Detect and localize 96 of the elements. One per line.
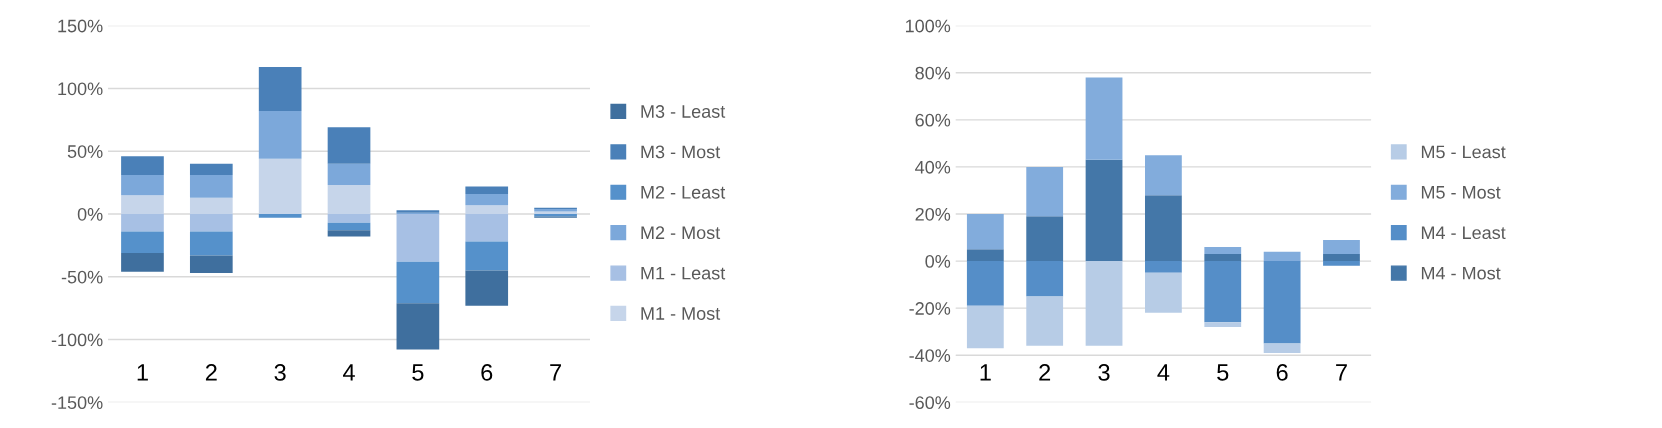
bar [465, 270, 509, 306]
bar [327, 185, 371, 214]
x-tick-label: 3 [1098, 364, 1110, 381]
y-tick-label: 60% [915, 113, 951, 127]
bar [465, 186, 509, 194]
bar [1026, 261, 1064, 297]
bar [1026, 166, 1064, 217]
legend-label: M2 - Least [641, 185, 726, 199]
bar [465, 214, 509, 242]
x-tick-label: 4 [1157, 364, 1170, 381]
bar [1085, 159, 1123, 262]
bar [189, 214, 233, 232]
bar [1263, 251, 1301, 262]
x-tick-label: 2 [1039, 364, 1051, 381]
x-tick-label: 1 [137, 364, 148, 381]
x-tick-label: 5 [1217, 364, 1229, 381]
x-tick-label: 7 [550, 364, 561, 381]
y-tick-label: 50% [67, 145, 103, 158]
legend-label: M5 - Least [1421, 145, 1506, 159]
y-tick-label: 100% [905, 19, 951, 33]
y-tick-label: 100% [58, 82, 103, 96]
x-tick-label: 5 [412, 364, 424, 381]
bar [121, 195, 164, 214]
x-tick-label: 2 [205, 364, 217, 381]
y-tick-label: -40% [909, 349, 951, 362]
bar [1323, 261, 1360, 266]
bar [1204, 261, 1242, 323]
y-tick-label: 0% [77, 207, 103, 221]
x-tick-label: 6 [481, 364, 493, 381]
y-tick-label: -100% [51, 333, 103, 347]
bar [327, 214, 371, 223]
y-tick-label: 0% [925, 255, 951, 268]
bar [258, 158, 302, 214]
bar [121, 156, 164, 176]
bar [121, 231, 164, 253]
bar [1026, 216, 1064, 262]
bar [258, 67, 302, 112]
bar [1026, 296, 1064, 346]
bar [1145, 272, 1182, 313]
bar [1085, 77, 1123, 160]
legend-label: M3 - Most [641, 145, 721, 159]
bar [1323, 239, 1360, 255]
x-tick-label: 4 [343, 364, 355, 381]
legend-label: M3 - Least [641, 105, 726, 118]
bar [327, 230, 371, 237]
y-tick-label: -20% [909, 302, 951, 315]
bar [1204, 246, 1242, 255]
bar [396, 214, 440, 262]
bar [1323, 254, 1360, 262]
bar [465, 241, 509, 271]
x-tick-label: 7 [1336, 364, 1347, 381]
x-tick-label: 1 [980, 364, 991, 381]
y-tick-label: 40% [915, 160, 951, 174]
bar [327, 163, 371, 186]
y-tick-label: 150% [58, 19, 103, 33]
legend-label: M5 - Most [1421, 186, 1501, 199]
y-tick-label: 80% [915, 66, 951, 80]
bar [189, 197, 233, 214]
bar [258, 214, 302, 218]
bar [121, 252, 164, 272]
bar [465, 205, 509, 214]
bar [1145, 261, 1182, 273]
bar [121, 175, 164, 196]
bar [966, 214, 1004, 250]
legend-label: M2 - Most [641, 226, 721, 240]
bar [1145, 195, 1182, 262]
x-tick-label: 6 [1276, 364, 1288, 381]
bar [966, 305, 1004, 349]
bar [189, 163, 233, 176]
bar [189, 255, 233, 274]
y-tick-label: -60% [909, 396, 951, 410]
bar [1204, 322, 1242, 327]
bar [1145, 155, 1182, 196]
legend-label: M1 - Most [641, 307, 721, 320]
bar [966, 261, 1004, 306]
y-tick-label: -50% [61, 270, 103, 284]
bar [121, 214, 164, 232]
bar [396, 261, 440, 304]
legend-label: M4 - Most [1421, 266, 1501, 280]
bar [327, 222, 371, 231]
legend-label: M1 - Least [641, 266, 726, 280]
bar [1085, 261, 1123, 346]
bar [1204, 254, 1242, 262]
bar [327, 127, 371, 164]
bar [396, 303, 440, 350]
bar [966, 249, 1004, 262]
bar [1263, 261, 1301, 344]
bar [1263, 343, 1301, 353]
bar [189, 175, 233, 198]
x-tick-label: 3 [274, 364, 286, 381]
bar [189, 231, 233, 256]
y-tick-label: 20% [915, 207, 951, 221]
bar [258, 111, 302, 159]
y-tick-label: -150% [51, 396, 103, 410]
legend-label: M4 - Least [1421, 226, 1506, 240]
bar [465, 193, 509, 206]
